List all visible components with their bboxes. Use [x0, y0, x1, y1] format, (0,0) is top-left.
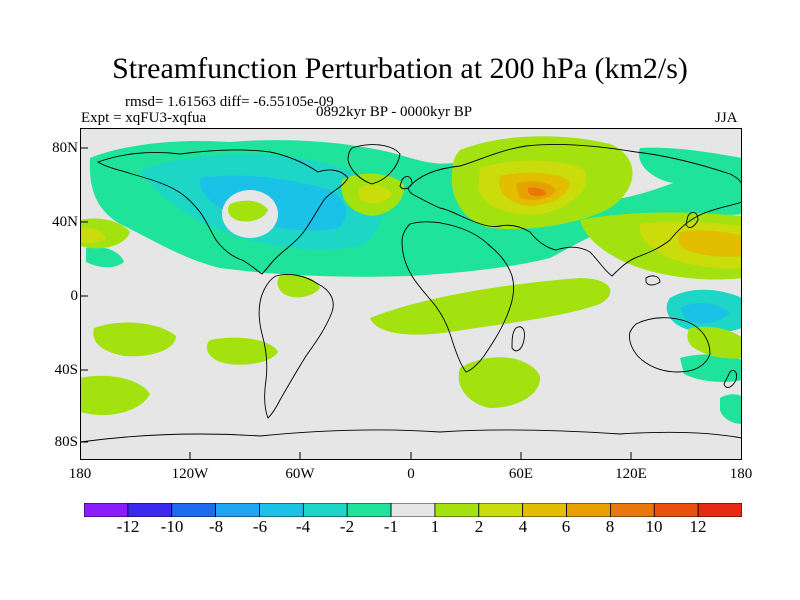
lat-tick-label: 80N — [52, 140, 78, 156]
lon-tick-label: 0 — [407, 466, 415, 482]
colorbar-swatch — [478, 503, 524, 517]
lon-tick-label: 180 — [729, 466, 753, 482]
colorbar-swatch — [346, 503, 392, 517]
colorbar-swatch — [84, 503, 129, 517]
lat-tick-label: 80S — [54, 434, 78, 450]
colorbar-swatch — [653, 503, 699, 517]
positive-contour-regions — [80, 136, 742, 424]
experiment-label: Expt = xqFU3-xqfua — [81, 110, 207, 126]
colorbar-label: 10 — [645, 517, 663, 536]
colorbar-swatch — [390, 503, 436, 517]
colorbar-label: -2 — [339, 517, 355, 536]
period-label: 0892kyr BP - 0000kyr BP — [316, 104, 473, 120]
rmsd-diff-stats: rmsd= 1.61563 diff= -6.55105e-09 — [125, 94, 334, 110]
world-map-contour-plot — [80, 128, 742, 460]
colorbar-swatch — [434, 503, 480, 517]
colorbar-label: -12 — [116, 517, 140, 536]
colorbar-label: 4 — [518, 517, 528, 536]
colorbar-label: -8 — [208, 517, 224, 536]
colorbar-swatch — [522, 503, 567, 517]
colorbar-label: -1 — [383, 517, 399, 536]
lon-tick-label: 60E — [508, 466, 534, 482]
map-ticks — [80, 147, 632, 460]
coastlines — [80, 143, 742, 443]
colorbar-swatch — [127, 503, 173, 517]
lon-tick-label: 120W — [171, 466, 209, 482]
colorbar-swatch — [171, 503, 217, 517]
colorbar-swatch — [697, 503, 742, 517]
colorbar-label: 2 — [474, 517, 484, 536]
colorbar-swatch — [215, 503, 260, 517]
season-label: JJA — [715, 110, 738, 126]
colorbar-swatch — [566, 503, 611, 517]
colorbar-swatch — [259, 503, 304, 517]
colorbar-label: -4 — [295, 517, 311, 536]
lon-tick-label: 120E — [615, 466, 647, 482]
colorbar-label: 1 — [430, 517, 440, 536]
lon-tick-label: 60W — [285, 466, 315, 482]
colorbar — [84, 503, 742, 517]
colorbar-label: -6 — [252, 517, 268, 536]
colorbar-label: 8 — [605, 517, 615, 536]
plot-title: Streamfunction Perturbation at 200 hPa (… — [112, 52, 688, 85]
colorbar-label: 12 — [689, 517, 707, 536]
colorbar-label: 6 — [561, 517, 571, 536]
colorbar-swatch — [610, 503, 655, 517]
colorbar-label: -10 — [160, 517, 184, 536]
lat-tick-label: 40N — [52, 214, 78, 230]
colorbar-swatch — [302, 503, 348, 517]
lat-tick-label: 40S — [54, 362, 78, 378]
lat-tick-label: 0 — [70, 288, 79, 304]
lon-tick-label: 180 — [68, 466, 92, 482]
